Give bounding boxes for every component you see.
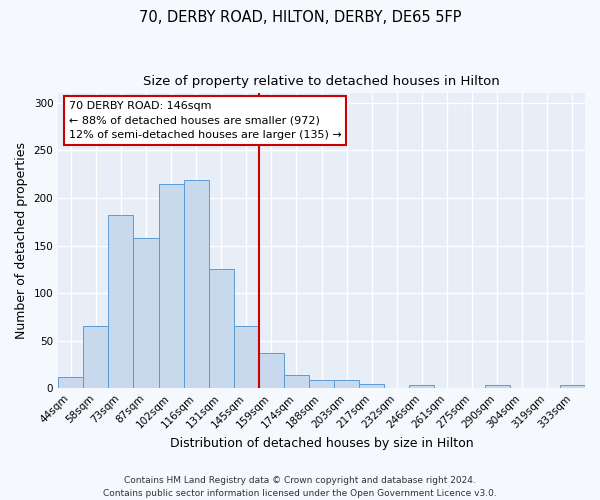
Bar (83, 326, 109, 388)
Bar (234, 326, 259, 388)
Bar (409, 386, 434, 388)
Bar (209, 270, 234, 388)
Bar (259, 353, 284, 388)
Text: 70 DERBY ROAD: 146sqm
← 88% of detached houses are smaller (972)
12% of semi-det: 70 DERBY ROAD: 146sqm ← 88% of detached … (69, 100, 341, 140)
Bar (133, 238, 158, 388)
Bar (284, 375, 309, 388)
Text: Contains HM Land Registry data © Crown copyright and database right 2024.
Contai: Contains HM Land Registry data © Crown c… (103, 476, 497, 498)
Text: 70, DERBY ROAD, HILTON, DERBY, DE65 5FP: 70, DERBY ROAD, HILTON, DERBY, DE65 5FP (139, 10, 461, 25)
Y-axis label: Number of detached properties: Number of detached properties (15, 142, 28, 340)
Bar (359, 384, 385, 388)
Title: Size of property relative to detached houses in Hilton: Size of property relative to detached ho… (143, 75, 500, 88)
Bar (109, 215, 133, 388)
X-axis label: Distribution of detached houses by size in Hilton: Distribution of detached houses by size … (170, 437, 473, 450)
Bar (309, 380, 334, 388)
Bar (485, 386, 510, 388)
Bar (58, 377, 83, 388)
Bar (184, 180, 209, 388)
Bar (560, 386, 585, 388)
Bar (334, 380, 359, 388)
Bar (158, 184, 184, 388)
